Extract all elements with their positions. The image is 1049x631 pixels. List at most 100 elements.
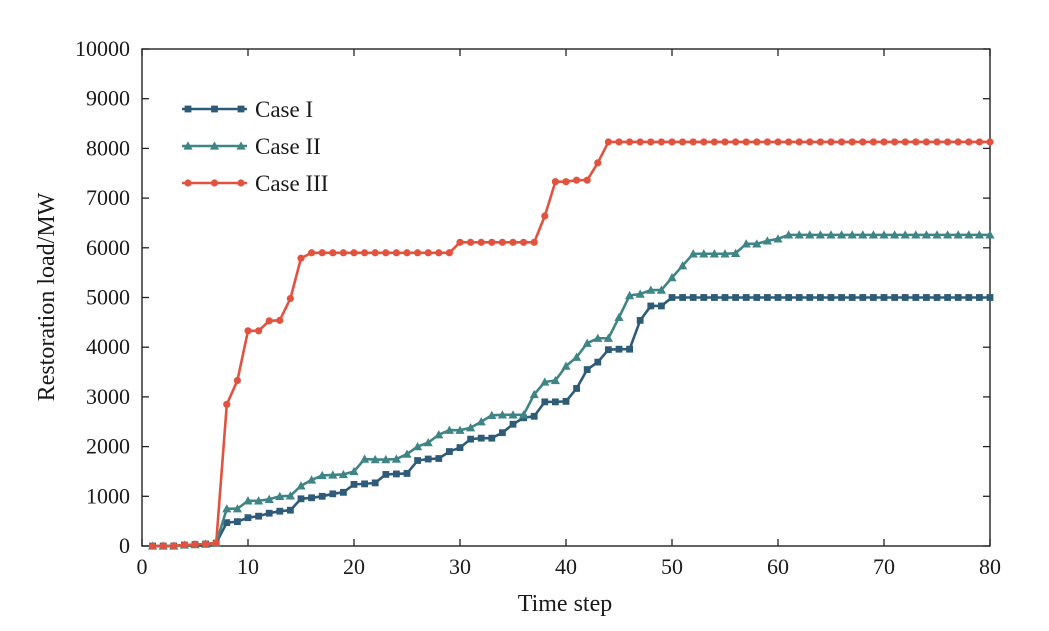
data-point-case-i xyxy=(774,294,782,301)
y-tick-label: 5000 xyxy=(86,285,130,310)
data-point-case-iii xyxy=(657,138,666,146)
data-point-case-ii xyxy=(741,239,751,248)
data-point-case-i xyxy=(488,434,496,442)
data-point-case-iii xyxy=(392,249,400,257)
legend-swatch-marker xyxy=(211,105,218,113)
data-point-case-ii xyxy=(603,333,613,342)
data-point-case-ii xyxy=(879,230,889,239)
data-point-case-ii xyxy=(784,230,794,239)
data-point-case-ii xyxy=(890,230,900,239)
data-point-case-iii xyxy=(361,249,369,257)
data-point-case-ii xyxy=(858,230,868,239)
data-point-case-i xyxy=(467,435,474,443)
legend-swatch-marker xyxy=(184,105,192,113)
legend-swatch-marker xyxy=(184,179,192,187)
data-point-case-ii xyxy=(529,389,539,399)
y-tick-label: 2000 xyxy=(86,434,130,459)
data-point-case-iii xyxy=(573,176,581,184)
data-point-case-ii xyxy=(985,230,995,239)
data-point-case-iii xyxy=(679,138,687,146)
data-point-case-iii xyxy=(308,249,316,257)
data-point-case-i xyxy=(901,294,909,301)
data-point-case-i xyxy=(636,316,644,324)
data-point-case-ii xyxy=(635,289,645,298)
data-point-case-i xyxy=(859,294,867,301)
data-point-case-i xyxy=(424,455,432,463)
data-point-case-i xyxy=(234,518,241,526)
data-point-case-iii xyxy=(424,249,432,257)
y-tick-label: 3000 xyxy=(86,384,130,409)
data-point-case-i xyxy=(817,294,824,301)
data-point-case-iii xyxy=(371,249,379,257)
data-point-case-iii xyxy=(350,249,358,257)
data-point-case-iii xyxy=(689,138,697,146)
data-point-case-iii xyxy=(901,138,909,146)
data-point-case-ii xyxy=(338,469,348,479)
y-axis-title: Restoration load/MW xyxy=(34,192,60,401)
data-point-case-ii xyxy=(370,454,380,464)
data-point-case-iii xyxy=(944,138,952,146)
data-point-case-iii xyxy=(785,138,793,146)
data-point-case-i xyxy=(933,294,941,301)
data-point-case-ii xyxy=(391,454,401,463)
data-point-case-iii xyxy=(318,249,326,257)
data-point-case-iii xyxy=(626,138,634,146)
data-point-case-ii xyxy=(805,230,815,239)
data-point-case-iii xyxy=(710,138,719,146)
data-point-case-i xyxy=(626,345,633,353)
data-point-case-ii xyxy=(232,504,242,513)
data-point-case-i xyxy=(923,294,930,301)
legend-item-case-iii: Case III xyxy=(182,171,328,196)
legend-item-case-i: Case I xyxy=(182,97,313,122)
data-point-case-i xyxy=(509,420,517,428)
data-point-case-ii xyxy=(434,430,444,439)
data-point-case-i xyxy=(223,519,231,527)
data-point-case-ii xyxy=(614,312,624,322)
data-point-case-iii xyxy=(986,138,994,146)
data-point-case-ii xyxy=(709,249,719,258)
data-point-case-ii xyxy=(497,410,507,419)
data-point-case-i xyxy=(795,294,803,301)
data-point-case-iii xyxy=(753,138,761,146)
data-point-case-i xyxy=(880,294,888,301)
data-point-case-i xyxy=(689,294,697,301)
x-tick-label: 60 xyxy=(767,554,789,579)
y-tick-label: 6000 xyxy=(86,235,130,260)
series-case-i xyxy=(149,294,994,550)
data-point-case-iii xyxy=(912,138,920,146)
data-point-case-iii xyxy=(954,138,962,146)
x-tick-label: 40 xyxy=(555,554,577,579)
data-point-case-i xyxy=(499,429,506,437)
legend-label: Case II xyxy=(255,134,321,159)
data-point-case-ii xyxy=(900,230,910,239)
data-point-case-ii xyxy=(275,491,285,500)
data-point-case-i xyxy=(668,294,676,301)
data-point-case-i xyxy=(806,294,814,301)
legend-label: Case I xyxy=(255,97,313,122)
data-point-case-ii xyxy=(794,230,804,239)
x-tick-label: 70 xyxy=(873,554,895,579)
data-point-case-ii xyxy=(625,290,635,300)
data-point-case-ii xyxy=(508,410,518,419)
data-point-case-iii xyxy=(244,327,252,335)
data-point-case-iii xyxy=(159,542,167,550)
data-point-case-iii xyxy=(286,294,294,303)
data-point-case-iii xyxy=(541,212,549,220)
data-point-case-ii xyxy=(519,410,529,419)
data-point-case-ii xyxy=(815,230,825,239)
data-point-case-iii xyxy=(297,254,305,262)
legend-swatch-marker xyxy=(236,141,246,150)
data-point-case-ii xyxy=(953,230,963,239)
y-tick-label: 1000 xyxy=(86,483,130,508)
data-point-case-iii xyxy=(403,249,411,257)
data-point-case-iii xyxy=(456,238,464,246)
data-point-case-i xyxy=(827,294,835,301)
data-point-case-i xyxy=(647,302,655,310)
data-point-case-ii xyxy=(593,333,603,342)
data-point-case-iii xyxy=(551,178,560,186)
data-point-case-ii xyxy=(328,470,338,479)
data-point-case-i xyxy=(541,398,549,406)
y-tick-label: 0 xyxy=(119,533,130,558)
